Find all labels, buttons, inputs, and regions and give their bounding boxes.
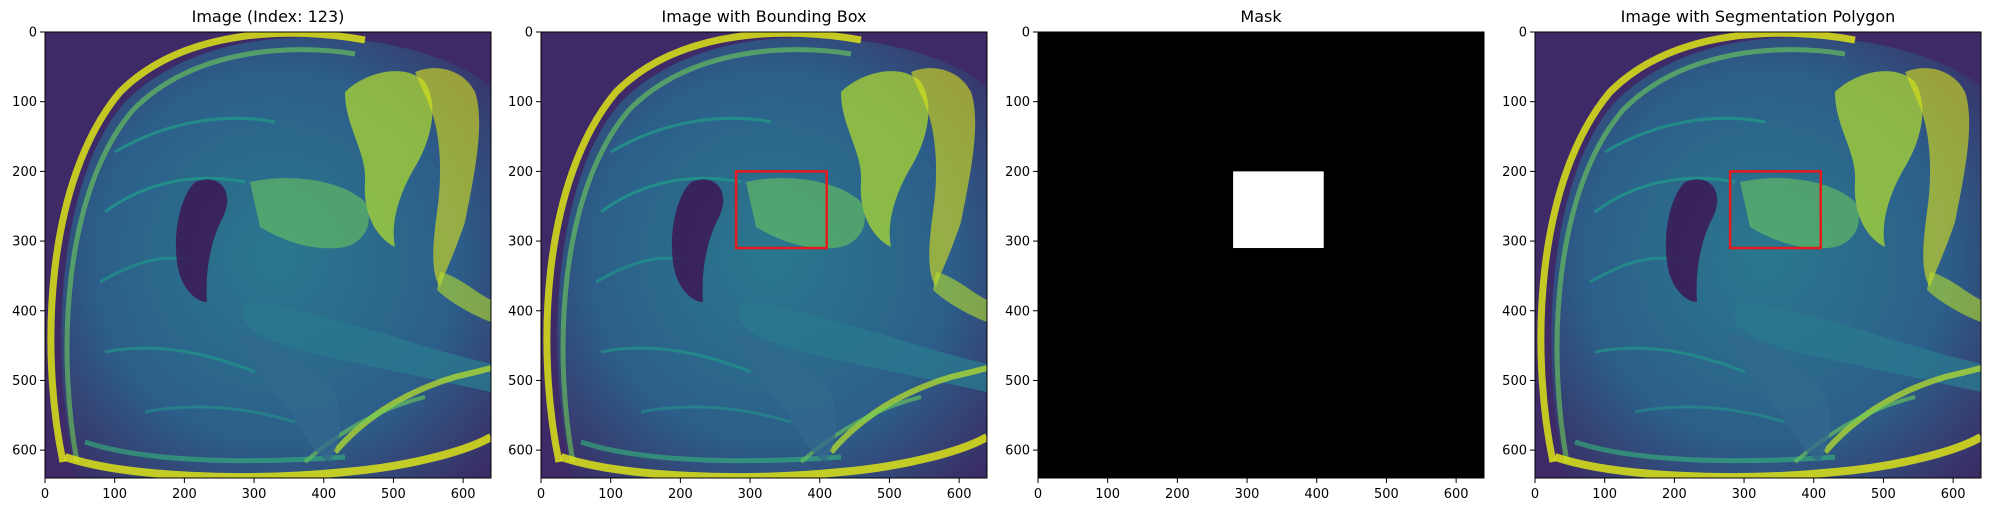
x-tick-label: 600 [451, 487, 476, 502]
axes-frame [540, 31, 988, 479]
panel-mask: Mask 0 100 200 300 400 500 600 0 100 200 300 400 500 6… [1005, 7, 1485, 502]
panel-bbox: Image with Bounding Box 0 100 200 300 400 500 6… [508, 7, 988, 502]
segmentation-polygon [1728, 170, 1822, 250]
y-tick-label: 200 [12, 165, 37, 180]
panels-layer: Image (Index: 123) 0 100 200 300 400 500 600 0 10… [12, 7, 1982, 502]
y-tick-label: 100 [1005, 95, 1030, 110]
x-tick-label: 200 [1662, 487, 1687, 502]
y-tick-label: 100 [508, 95, 533, 110]
x-tick-label: 400 [807, 487, 832, 502]
panel-polygon: Image with Segmentation Polygon 0 100 200 30… [1502, 7, 1982, 502]
x-tick-label: 500 [1374, 487, 1399, 502]
y-tick-label: 500 [1502, 374, 1527, 389]
x-tick-label: 400 [311, 487, 336, 502]
panel-title-mask: Mask [1240, 7, 1282, 26]
x-tick-label: 200 [668, 487, 693, 502]
y-tick-label: 600 [12, 444, 37, 459]
y-tick-label: 400 [1005, 304, 1030, 319]
y-tick-label: 600 [1502, 444, 1527, 459]
x-tick-label: 300 [242, 487, 267, 502]
x-tick-label: 0 [1531, 487, 1539, 502]
y-tick-label: 0 [525, 26, 533, 41]
bounding-box [734, 170, 828, 250]
x-tick-label: 500 [877, 487, 902, 502]
panel-title-image: Image (Index: 123) [192, 7, 345, 26]
x-tick-label: 600 [1941, 487, 1966, 502]
mask-region [1233, 171, 1324, 249]
y-tick-label: 400 [12, 304, 37, 319]
y-tick-label: 300 [12, 235, 37, 250]
x-tick-label: 100 [102, 487, 127, 502]
y-tick-label: 200 [1005, 165, 1030, 180]
axes-frame [44, 31, 492, 479]
x-tick-label: 0 [537, 487, 545, 502]
y-tick-label: 500 [508, 374, 533, 389]
axes-frame [1037, 31, 1485, 479]
y-tick-label: 600 [1005, 444, 1030, 459]
y-tick-label: 500 [12, 374, 37, 389]
x-tick-label: 100 [1592, 487, 1617, 502]
y-tick-label: 500 [1005, 374, 1030, 389]
x-tick-label: 300 [1732, 487, 1757, 502]
y-tick-label: 400 [508, 304, 533, 319]
mri-image [45, 32, 491, 478]
x-tick-label: 400 [1304, 487, 1329, 502]
x-tick-label: 200 [1165, 487, 1190, 502]
x-tick-label: 500 [381, 487, 406, 502]
y-tick-label: 100 [1502, 95, 1527, 110]
y-tick-label: 0 [1519, 26, 1527, 41]
y-tick-label: 600 [508, 444, 533, 459]
y-tick-label: 400 [1502, 304, 1527, 319]
mri-image [541, 32, 987, 478]
panel-image: Image (Index: 123) 0 100 200 300 400 500 600 0 10… [12, 7, 492, 502]
x-tick-label: 600 [947, 487, 972, 502]
x-tick-label: 300 [1235, 487, 1260, 502]
x-tick-label: 300 [738, 487, 763, 502]
y-tick-label: 300 [1005, 235, 1030, 250]
y-tick-label: 0 [29, 26, 37, 41]
y-tick-label: 200 [508, 165, 533, 180]
y-tick-label: 300 [1502, 235, 1527, 250]
x-tick-label: 0 [1034, 487, 1042, 502]
y-tick-label: 300 [508, 235, 533, 250]
y-tick-label: 100 [12, 95, 37, 110]
x-tick-label: 400 [1801, 487, 1826, 502]
x-tick-label: 200 [172, 487, 197, 502]
x-tick-label: 0 [41, 487, 49, 502]
x-tick-label: 100 [598, 487, 623, 502]
mri-image [1535, 32, 1981, 478]
panel-title-bbox: Image with Bounding Box [662, 7, 867, 26]
x-tick-label: 600 [1444, 487, 1469, 502]
x-tick-label: 100 [1095, 487, 1120, 502]
y-tick-label: 0 [1022, 26, 1030, 41]
mask-background [1038, 32, 1484, 478]
axes-frame [1534, 31, 1982, 479]
y-tick-label: 200 [1502, 165, 1527, 180]
panel-title-polygon: Image with Segmentation Polygon [1621, 7, 1896, 26]
x-tick-label: 500 [1871, 487, 1896, 502]
